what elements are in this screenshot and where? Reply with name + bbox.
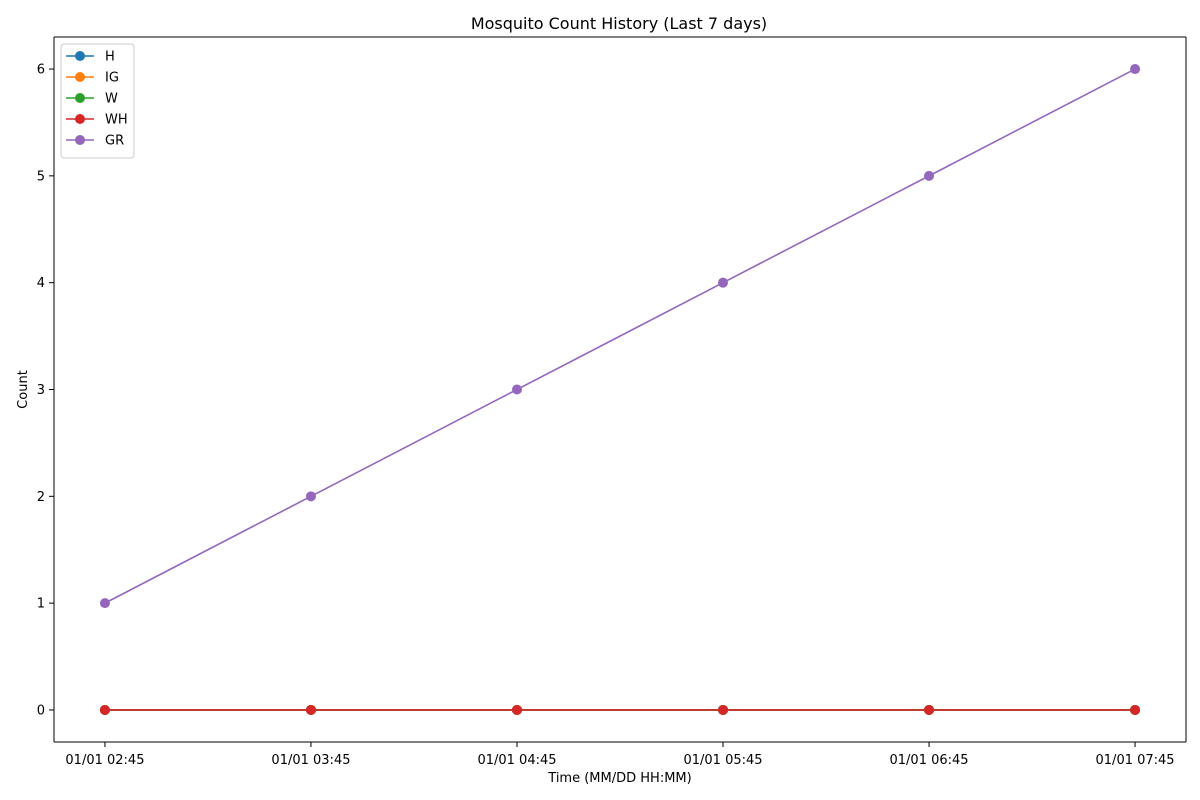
x-tick-label: 01/01 06:45 [890, 753, 969, 768]
legend-label: W [105, 92, 118, 107]
legend-item-ig: IG [66, 71, 119, 86]
data-point-gr-2 [511, 384, 522, 395]
legend-label: GR [105, 134, 124, 149]
y-tick-label: 1 [37, 597, 45, 612]
y-tick-label: 3 [37, 383, 45, 398]
y-tick-label: 4 [37, 276, 45, 291]
legend-label: H [105, 50, 115, 65]
data-point-wh-3 [718, 704, 729, 715]
x-tick-label: 01/01 02:45 [65, 753, 144, 768]
legend-item-w: W [66, 92, 118, 107]
data-point-gr-5 [1130, 64, 1141, 75]
x-tick-label: 01/01 04:45 [477, 753, 556, 768]
legend-label: IG [105, 71, 119, 86]
legend-label: WH [105, 113, 128, 128]
series-line-gr [104, 68, 1136, 604]
data-point-wh-5 [1130, 704, 1141, 715]
y-tick-label: 0 [37, 703, 45, 718]
data-point-wh-4 [924, 704, 935, 715]
legend-marker [75, 51, 85, 61]
series-wh [99, 704, 1141, 715]
y-tick-label: 6 [37, 63, 45, 78]
data-point-gr-1 [305, 491, 316, 502]
plot-area [54, 37, 1186, 742]
x-tick-label: 01/01 07:45 [1096, 753, 1175, 768]
legend-marker [75, 72, 85, 82]
data-point-wh-0 [99, 704, 110, 715]
data-point-gr-4 [924, 170, 935, 181]
legend-item-h: H [66, 50, 115, 65]
data-point-gr-0 [99, 598, 110, 609]
x-axis-label: Time (MM/DD HH:MM) [547, 771, 691, 786]
series-layer [99, 64, 1141, 715]
x-tick-label: 01/01 05:45 [683, 753, 762, 768]
legend-marker [75, 135, 85, 145]
data-point-gr-3 [718, 277, 729, 288]
legend-item-wh: WH [66, 113, 128, 128]
data-point-wh-1 [305, 704, 316, 715]
axes-layer: 0 1 2 3 4 5 6 01/01 02:45 01/01 03:45 01/01 04:45… [37, 36, 1187, 768]
series-gr [99, 64, 1141, 609]
legend-item-gr: GR [66, 134, 124, 149]
legend-marker [75, 93, 85, 103]
data-point-wh-2 [511, 704, 522, 715]
legend: H IG W WH GR [60, 43, 135, 159]
chart-title: Mosquito Count History (Last 7 days) [471, 14, 767, 33]
y-axis-label: Count [16, 370, 31, 409]
legend-marker [75, 114, 85, 124]
y-tick-label: 5 [37, 169, 45, 184]
x-tick-label: 01/01 03:45 [271, 753, 350, 768]
y-tick-label: 2 [37, 490, 45, 505]
